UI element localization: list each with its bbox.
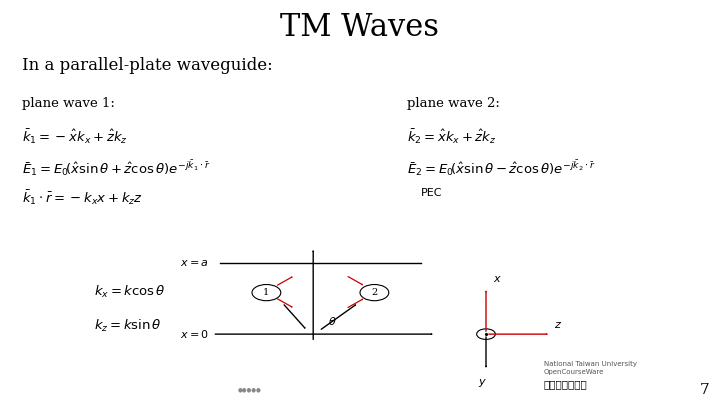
- Text: $y$: $y$: [478, 377, 487, 389]
- Text: $z$: $z$: [554, 320, 562, 330]
- Text: $\theta$: $\theta$: [328, 315, 336, 327]
- Text: 1: 1: [264, 288, 269, 297]
- Text: 2: 2: [372, 288, 377, 297]
- Text: In a parallel-plate waveguide:: In a parallel-plate waveguide:: [22, 57, 272, 74]
- Text: $\bar{E}_2 = E_0\!\left(\hat{x}\sin\theta - \hat{z}\cos\theta\right)e^{-j\bar{k}: $\bar{E}_2 = E_0\!\left(\hat{x}\sin\thet…: [407, 158, 595, 178]
- Text: $\bar{E}_1 = E_0\!\left(\hat{x}\sin\theta + \hat{z}\cos\theta\right)e^{-j\bar{k}: $\bar{E}_1 = E_0\!\left(\hat{x}\sin\thet…: [22, 158, 210, 178]
- Text: $\bar{k}_2 = \hat{x}k_x + \hat{z}k_z$: $\bar{k}_2 = \hat{x}k_x + \hat{z}k_z$: [407, 128, 496, 146]
- Text: $k_x = k\cos\theta$: $k_x = k\cos\theta$: [94, 284, 166, 300]
- Text: plane wave 1:: plane wave 1:: [22, 97, 114, 110]
- Text: National Taiwan University
OpenCourseWare: National Taiwan University OpenCourseWar…: [544, 360, 636, 375]
- Circle shape: [477, 329, 495, 339]
- Text: 臺大開放式課程: 臺大開放式課程: [544, 379, 588, 389]
- Text: $\bar{k}_1 = -\hat{x}k_x + \hat{z}k_z$: $\bar{k}_1 = -\hat{x}k_x + \hat{z}k_z$: [22, 128, 127, 146]
- Text: $x=0$: $x=0$: [180, 328, 209, 340]
- Text: plane wave 2:: plane wave 2:: [407, 97, 500, 110]
- Text: $x$: $x$: [493, 273, 502, 283]
- Text: ●●●●●: ●●●●●: [238, 388, 261, 393]
- Text: $x=a$: $x=a$: [180, 258, 209, 268]
- Text: $\bar{k}_1\cdot\bar{r} = -k_x x + k_z z$: $\bar{k}_1\cdot\bar{r} = -k_x x + k_z z$: [22, 188, 143, 207]
- Text: $k_z = k\sin\theta$: $k_z = k\sin\theta$: [94, 318, 161, 334]
- Text: PEC: PEC: [421, 188, 443, 198]
- Text: TM Waves: TM Waves: [281, 12, 439, 43]
- Text: 7: 7: [700, 383, 709, 397]
